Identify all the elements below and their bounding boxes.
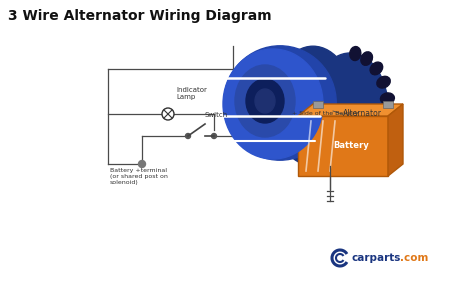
Ellipse shape: [381, 93, 394, 104]
Ellipse shape: [362, 150, 374, 163]
Ellipse shape: [224, 46, 336, 160]
Text: 3 Wire Alternator Wiring Diagram: 3 Wire Alternator Wiring Diagram: [8, 9, 272, 23]
Ellipse shape: [361, 52, 373, 65]
Ellipse shape: [350, 47, 361, 60]
Text: Battery +terminal
(or shared post on
solenoid): Battery +terminal (or shared post on sol…: [110, 168, 168, 185]
Ellipse shape: [312, 53, 388, 163]
FancyBboxPatch shape: [383, 101, 393, 108]
FancyBboxPatch shape: [298, 116, 388, 176]
Text: + Side of the Battery: + Side of the Battery: [292, 111, 358, 116]
Ellipse shape: [351, 155, 362, 169]
Text: .com: .com: [400, 253, 428, 263]
Ellipse shape: [255, 89, 275, 113]
Text: carparts: carparts: [352, 253, 401, 263]
Text: Battery: Battery: [333, 141, 369, 151]
Ellipse shape: [272, 46, 354, 166]
Ellipse shape: [211, 133, 217, 139]
Text: Switch: Switch: [205, 112, 228, 118]
Ellipse shape: [370, 62, 383, 75]
Ellipse shape: [185, 133, 191, 139]
FancyBboxPatch shape: [313, 101, 323, 108]
Ellipse shape: [246, 79, 284, 123]
Ellipse shape: [377, 126, 391, 138]
Text: Indicator
Lamp: Indicator Lamp: [176, 87, 207, 100]
Ellipse shape: [223, 49, 323, 159]
Text: Alternator: Alternator: [343, 110, 382, 118]
Ellipse shape: [371, 140, 383, 153]
Ellipse shape: [138, 160, 146, 168]
Ellipse shape: [381, 110, 394, 121]
Ellipse shape: [377, 76, 390, 88]
Polygon shape: [298, 104, 403, 116]
Polygon shape: [388, 104, 403, 176]
Ellipse shape: [235, 65, 295, 137]
